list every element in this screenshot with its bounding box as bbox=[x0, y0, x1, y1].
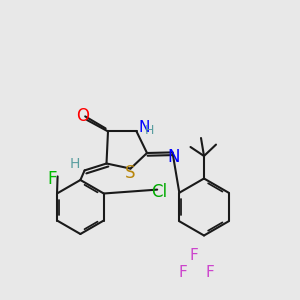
Text: O: O bbox=[76, 107, 89, 125]
Text: F: F bbox=[178, 265, 187, 280]
Text: F: F bbox=[48, 169, 57, 188]
Text: S: S bbox=[125, 164, 136, 182]
Text: N: N bbox=[139, 120, 150, 135]
Text: H: H bbox=[69, 158, 80, 171]
Text: F: F bbox=[189, 248, 198, 263]
Text: F: F bbox=[206, 265, 214, 280]
Text: N: N bbox=[167, 148, 180, 166]
Text: Cl: Cl bbox=[151, 183, 167, 201]
Text: H: H bbox=[145, 124, 154, 137]
